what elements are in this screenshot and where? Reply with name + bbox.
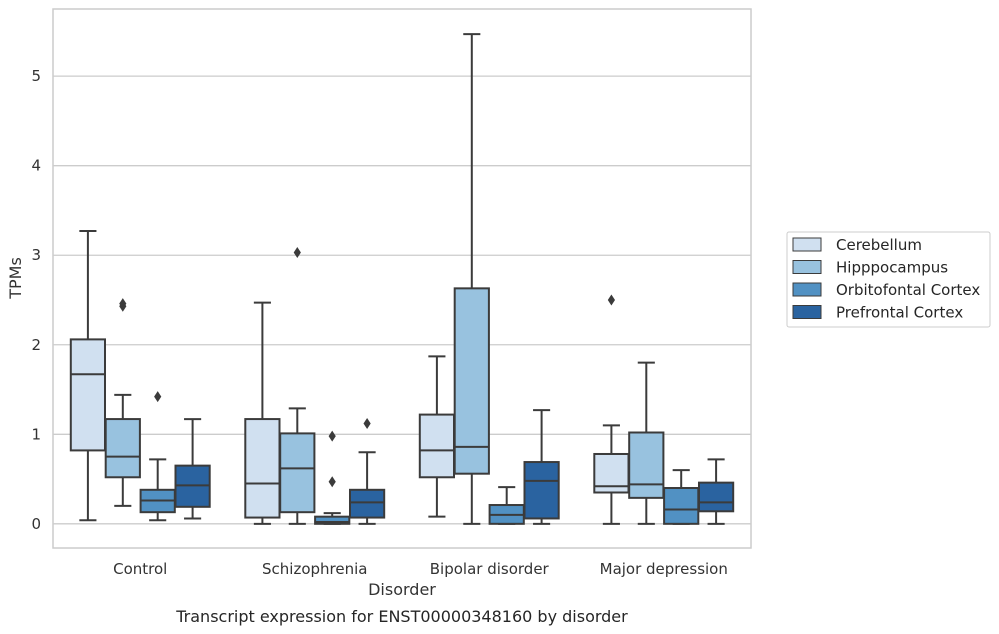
box-0-1 <box>244 301 281 525</box>
legend-swatch-2 <box>792 282 822 297</box>
legend-swatch-1 <box>792 260 822 274</box>
box-1-3 <box>628 361 665 525</box>
box-0-3 <box>593 294 630 525</box>
box-2-0 <box>139 391 176 522</box>
y-tick-label-2: 2 <box>31 336 41 354</box>
outlier-1 <box>328 430 336 442</box>
y-tick-label-4: 4 <box>31 157 41 175</box>
box-3-0 <box>174 418 211 520</box>
legend-swatch-0 <box>792 237 822 252</box>
legend-label-1: Hipppocampus <box>836 259 948 277</box>
box-iqr <box>348 488 386 519</box>
box-3-2 <box>523 409 560 525</box>
y-axis-title: TPMs <box>6 257 25 300</box>
box-1-0 <box>104 298 141 507</box>
box-iqr <box>418 413 456 479</box>
y-tick-label-0: 0 <box>31 515 41 533</box>
legend-label-2: Orbitofontal Cortex <box>836 281 980 299</box>
x-axis-ticks: Control Schizophrenia Bipolar disorder Majo… <box>113 560 728 578</box>
y-tick-label-3: 3 <box>31 246 41 264</box>
legend-label-0: Cerebellum <box>836 236 922 254</box>
box-1-1 <box>279 247 316 525</box>
outlier-0 <box>293 247 301 259</box>
y-tick-label-5: 5 <box>31 67 41 85</box>
box-iqr <box>314 515 351 525</box>
box-2-2 <box>488 486 525 525</box>
box-iqr <box>453 287 490 475</box>
x-tick-label-2: Bipolar disorder <box>430 560 550 578</box>
legend-swatch-3 <box>792 305 822 319</box>
box-1-2 <box>453 33 490 525</box>
outlier-0 <box>607 294 615 306</box>
box-iqr <box>279 432 316 514</box>
y-axis-ticks: 0 1 2 3 4 5 <box>31 67 41 533</box>
grid-lines <box>53 75 751 525</box>
box-2-3 <box>663 469 700 525</box>
legend-label-3: Prefrontal Cortex <box>836 304 963 322</box>
box-0-0 <box>69 230 107 522</box>
x-tick-label-3: Major depression <box>600 560 728 578</box>
legend: Cerebellum Hipppocampus Orbitofontal Corte… <box>786 231 991 328</box>
outlier-0 <box>328 476 336 488</box>
box-iqr <box>244 418 281 519</box>
x-tick-label-1: Schizophrenia <box>262 560 367 578</box>
box-iqr <box>697 481 735 513</box>
box-2-1 <box>314 430 351 525</box>
outlier-0 <box>154 391 162 403</box>
box-iqr <box>523 461 560 520</box>
box-iqr <box>628 431 665 499</box>
x-axis-title: Disorder <box>368 580 436 599</box>
box-iqr <box>104 418 141 479</box>
chart-caption: Transcript expression for ENST0000034816… <box>175 607 628 626</box>
box-0-2 <box>418 355 456 518</box>
outlier-1 <box>119 298 127 310</box>
box-3-1 <box>348 418 386 525</box>
box-iqr <box>69 338 107 452</box>
y-tick-label-1: 1 <box>31 425 41 443</box>
x-tick-label-0: Control <box>113 560 167 578</box>
legend-frame <box>786 231 991 328</box>
outlier-0 <box>363 418 371 430</box>
plot-frame <box>52 8 752 549</box>
box-plot-series <box>69 33 735 525</box>
box-3-3 <box>697 458 735 525</box>
box-iqr <box>663 487 700 525</box>
